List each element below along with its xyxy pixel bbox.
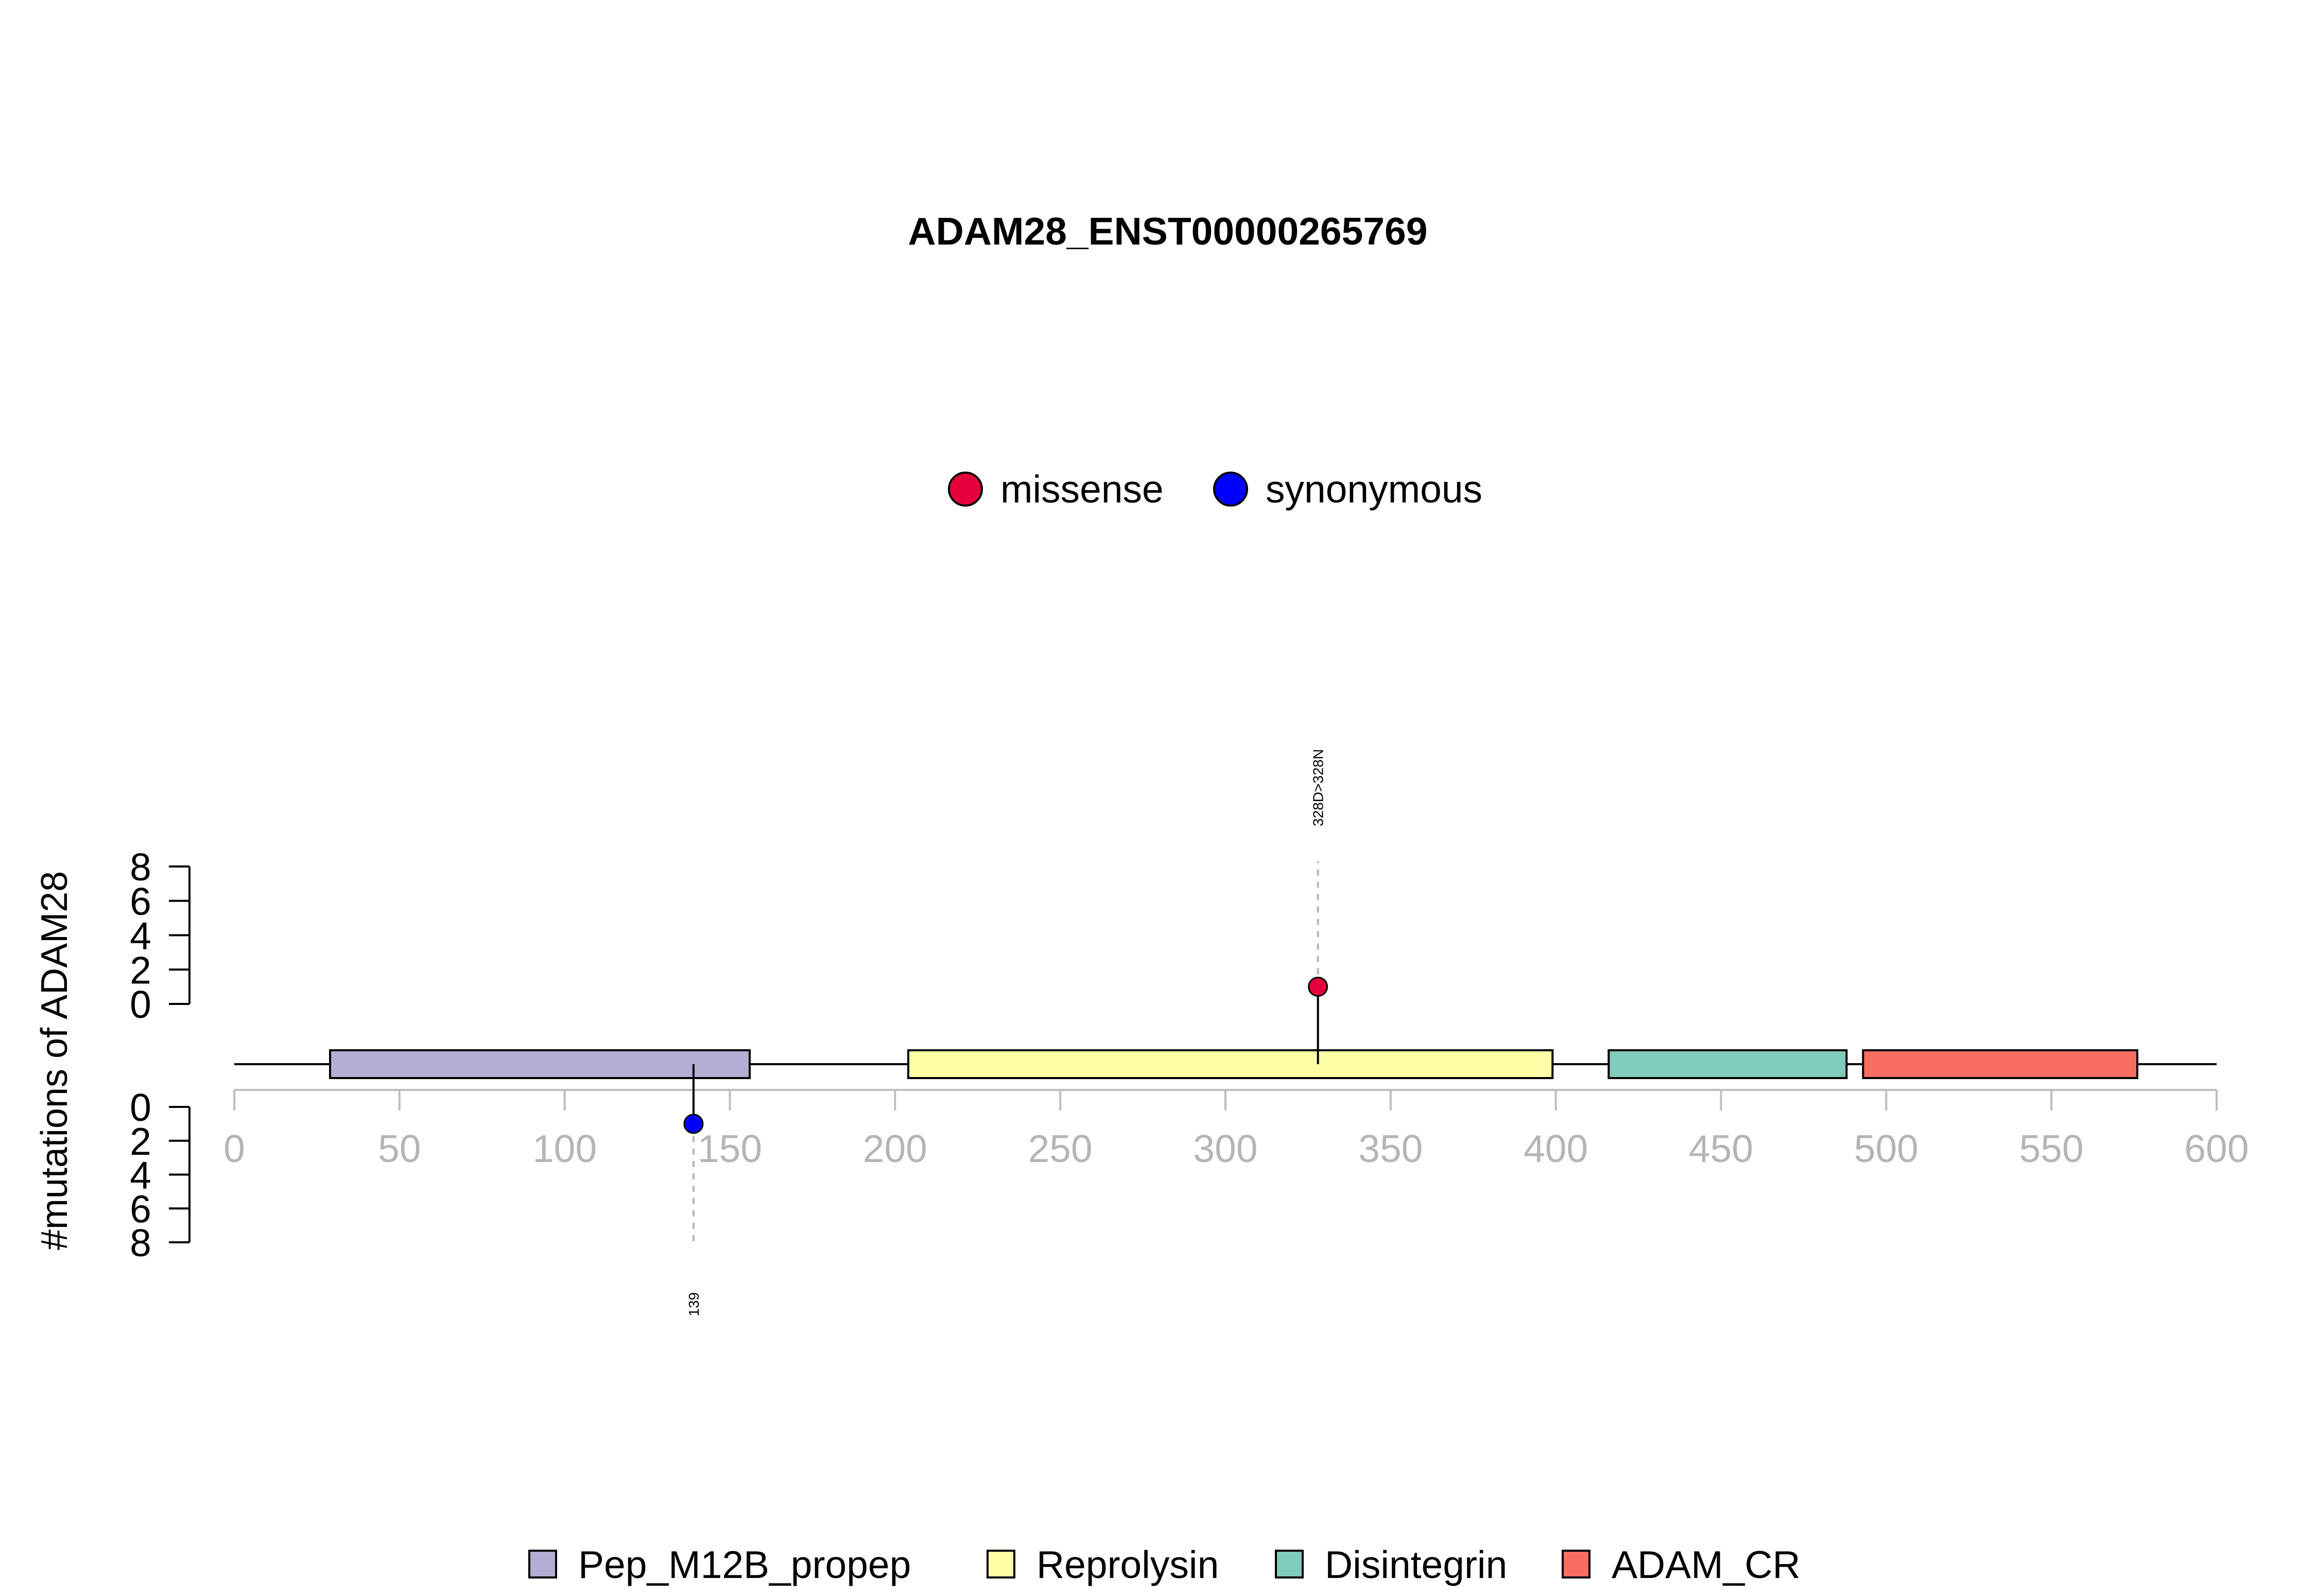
mutation-point bbox=[683, 1114, 704, 1134]
domain-adam-cr bbox=[1862, 1049, 2139, 1079]
y-top-tick-label: 6 bbox=[130, 880, 151, 923]
x-tick-label: 200 bbox=[863, 1127, 927, 1170]
y-bottom-tick-label: 4 bbox=[130, 1154, 151, 1197]
legend-synonymous-label: synonymous bbox=[1266, 467, 1482, 511]
mutation-label: 139 bbox=[686, 1292, 702, 1316]
legend-reprolysin-label: Reprolysin bbox=[1036, 1543, 1219, 1586]
legend-missense-label: missense bbox=[1000, 467, 1164, 511]
legend-synonymous-marker bbox=[1213, 472, 1248, 507]
y-top-tick-label: 4 bbox=[130, 914, 151, 958]
legend-missense-marker bbox=[948, 472, 983, 507]
domains bbox=[329, 1049, 2139, 1079]
y-bottom-tick-label: 8 bbox=[130, 1221, 151, 1264]
domain-reprolysin bbox=[907, 1049, 1554, 1079]
x-tick-label: 450 bbox=[1689, 1127, 1753, 1170]
y-bottom-tick-label: 2 bbox=[130, 1120, 151, 1163]
chart-title: ADAM28_ENST00000265769 bbox=[908, 210, 1428, 253]
legend-disintegrin-label: Disintegrin bbox=[1325, 1543, 1507, 1586]
x-tick-label: 600 bbox=[2184, 1127, 2249, 1170]
y-top-tick-label: 0 bbox=[130, 983, 151, 1026]
x-tick-label: 100 bbox=[532, 1127, 597, 1170]
legend-adam-cr-swatch bbox=[1562, 1550, 1590, 1578]
x-tick-label: 550 bbox=[2019, 1127, 2084, 1170]
x-tick-label: 150 bbox=[698, 1127, 762, 1170]
mutation-legend: missense synonymous bbox=[948, 467, 1482, 511]
domain-legend: Pep_M12B_propep Reprolysin Disintegrin ADAM… bbox=[528, 1543, 1801, 1586]
x-tick-label: 250 bbox=[1028, 1127, 1093, 1170]
x-tick-label: 0 bbox=[223, 1127, 245, 1170]
x-axis: 0 50 100 150 200 250 300 350 400 450 500 550 600 bbox=[223, 1089, 2249, 1170]
y-top-tick-label: 8 bbox=[130, 845, 151, 889]
mutation-label: 328D>328N bbox=[1310, 749, 1326, 826]
y-bottom-tick-label: 0 bbox=[130, 1086, 151, 1129]
y-top-tick-label: 2 bbox=[130, 948, 151, 992]
mutations: 328D>328N 139 bbox=[683, 749, 1328, 1316]
x-tick-label: 400 bbox=[1524, 1127, 1588, 1170]
domain-disintegrin bbox=[1607, 1049, 1848, 1079]
x-tick-label: 50 bbox=[378, 1127, 421, 1170]
y-bottom-tick-label: 6 bbox=[130, 1187, 151, 1230]
legend-adam-cr-label: ADAM_CR bbox=[1612, 1543, 1801, 1586]
x-tick-label: 500 bbox=[1854, 1127, 1918, 1170]
mutation-point bbox=[1308, 977, 1328, 997]
legend-reprolysin-swatch bbox=[987, 1550, 1015, 1578]
legend-disintegrin-swatch bbox=[1275, 1550, 1304, 1578]
y-axis-label: #mutations of ADAM28 bbox=[34, 871, 75, 1250]
legend-pep-m12b-propep-swatch bbox=[528, 1550, 557, 1578]
x-tick-label: 350 bbox=[1358, 1127, 1423, 1170]
x-tick-label: 300 bbox=[1193, 1127, 1257, 1170]
domain-pep-m12b-propep bbox=[329, 1049, 751, 1079]
legend-pep-m12b-propep-label: Pep_M12B_propep bbox=[578, 1543, 911, 1586]
